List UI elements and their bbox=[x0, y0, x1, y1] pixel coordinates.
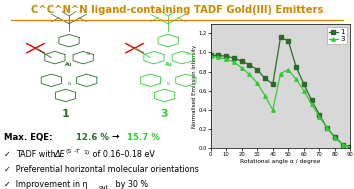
X-axis label: Rotational angle α / degree: Rotational angle α / degree bbox=[240, 159, 321, 164]
Text: 1): 1) bbox=[83, 150, 90, 155]
1 bbox=[224, 55, 228, 57]
Text: N: N bbox=[167, 82, 170, 86]
3 bbox=[286, 69, 290, 71]
3 bbox=[209, 55, 213, 57]
Text: 1: 1 bbox=[62, 109, 69, 119]
1 bbox=[348, 146, 353, 149]
Text: 3: 3 bbox=[161, 109, 169, 119]
1 bbox=[286, 40, 290, 42]
Text: N: N bbox=[186, 52, 189, 56]
Line: 3: 3 bbox=[209, 54, 352, 149]
1 bbox=[255, 69, 259, 71]
1 bbox=[325, 127, 329, 129]
3 bbox=[317, 115, 321, 118]
1 bbox=[263, 77, 267, 79]
1 bbox=[209, 54, 213, 57]
Text: 15.7 %: 15.7 % bbox=[127, 132, 160, 142]
1 bbox=[232, 57, 236, 59]
Y-axis label: Normalised Emission Intensity: Normalised Emission Intensity bbox=[192, 44, 197, 128]
Legend: 1, 3: 1, 3 bbox=[326, 27, 347, 44]
1 bbox=[333, 136, 337, 138]
3 bbox=[224, 58, 228, 60]
3 bbox=[302, 90, 306, 92]
Text: →: → bbox=[112, 132, 119, 142]
1 bbox=[309, 99, 314, 101]
1 bbox=[271, 83, 275, 85]
1 bbox=[341, 143, 345, 146]
Text: –T: –T bbox=[74, 149, 80, 154]
1 bbox=[294, 66, 298, 68]
Text: TADF with: TADF with bbox=[16, 149, 58, 159]
Text: ✓  Improvement in η: ✓ Improvement in η bbox=[4, 180, 87, 189]
Line: 1: 1 bbox=[209, 36, 352, 149]
Text: Max. EQE:: Max. EQE: bbox=[4, 132, 55, 142]
1 bbox=[317, 114, 321, 116]
Text: by 30 %: by 30 % bbox=[113, 180, 148, 189]
Text: of 0.16–0.18 eV: of 0.16–0.18 eV bbox=[90, 149, 155, 159]
3 bbox=[348, 146, 353, 149]
Text: N: N bbox=[68, 82, 70, 86]
Text: Au: Au bbox=[165, 62, 172, 67]
3 bbox=[255, 82, 259, 84]
Text: Au: Au bbox=[65, 62, 73, 67]
3 bbox=[240, 67, 244, 69]
Text: ✓: ✓ bbox=[4, 149, 10, 159]
Text: N: N bbox=[87, 52, 90, 56]
3 bbox=[232, 61, 236, 63]
3 bbox=[333, 137, 337, 139]
1 bbox=[278, 36, 282, 38]
1 bbox=[216, 54, 221, 57]
Text: 12.6 %: 12.6 % bbox=[76, 132, 109, 142]
Text: (S: (S bbox=[65, 149, 72, 154]
1 bbox=[240, 60, 244, 62]
3 bbox=[309, 103, 314, 105]
3 bbox=[247, 73, 252, 76]
3 bbox=[271, 109, 275, 111]
1 bbox=[247, 64, 252, 66]
3 bbox=[341, 143, 345, 146]
3 bbox=[325, 127, 329, 129]
Text: ΔE: ΔE bbox=[55, 149, 65, 159]
1 bbox=[302, 83, 306, 85]
3 bbox=[278, 72, 282, 75]
3 bbox=[263, 94, 267, 97]
3 bbox=[294, 78, 298, 80]
Text: out: out bbox=[98, 185, 108, 189]
Text: C^C^N^N ligand-containing TADF Gold(III) Emitters: C^C^N^N ligand-containing TADF Gold(III)… bbox=[31, 5, 323, 15]
Text: ✓  Preferential horizontal molecular orientations: ✓ Preferential horizontal molecular orie… bbox=[4, 165, 198, 174]
3 bbox=[216, 56, 221, 58]
